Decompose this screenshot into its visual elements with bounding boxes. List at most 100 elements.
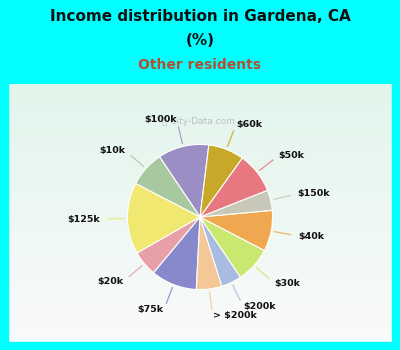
Bar bbox=[0, 105, 400, 108]
Bar bbox=[0, 209, 400, 212]
Bar bbox=[0, 260, 400, 262]
Bar bbox=[0, 342, 400, 345]
Text: $200k: $200k bbox=[243, 302, 276, 312]
Text: $125k: $125k bbox=[68, 215, 100, 224]
Bar bbox=[0, 329, 400, 331]
Bar bbox=[0, 132, 400, 134]
Bar bbox=[0, 230, 400, 233]
Bar bbox=[0, 217, 400, 220]
Bar bbox=[0, 345, 400, 347]
Bar bbox=[0, 246, 400, 249]
Bar bbox=[0, 331, 400, 334]
Text: $150k: $150k bbox=[297, 189, 330, 198]
Bar bbox=[0, 119, 400, 121]
Bar bbox=[0, 84, 8, 350]
Bar bbox=[0, 169, 400, 172]
Bar bbox=[0, 129, 400, 132]
Bar bbox=[0, 249, 400, 252]
Bar bbox=[0, 273, 400, 275]
Wedge shape bbox=[200, 190, 272, 217]
Text: Income distribution in Gardena, CA: Income distribution in Gardena, CA bbox=[50, 9, 350, 24]
Bar bbox=[0, 236, 400, 238]
Bar bbox=[0, 289, 400, 292]
Bar bbox=[0, 127, 400, 129]
Text: ⓘ City-Data.com: ⓘ City-Data.com bbox=[162, 117, 235, 126]
Text: $75k: $75k bbox=[138, 306, 164, 314]
Bar bbox=[0, 275, 400, 278]
Bar bbox=[0, 252, 400, 254]
Bar bbox=[0, 164, 400, 167]
Text: $100k: $100k bbox=[144, 116, 177, 125]
Text: $10k: $10k bbox=[100, 146, 126, 155]
Bar bbox=[0, 305, 400, 307]
Text: (%): (%) bbox=[186, 33, 214, 48]
Bar bbox=[0, 286, 400, 289]
Bar bbox=[0, 87, 400, 89]
Bar bbox=[0, 113, 400, 116]
Bar bbox=[0, 145, 400, 148]
Bar bbox=[0, 116, 400, 119]
Bar bbox=[0, 310, 400, 313]
Bar bbox=[0, 201, 400, 204]
Bar bbox=[0, 212, 400, 214]
Bar bbox=[0, 292, 400, 294]
Bar bbox=[0, 244, 400, 246]
Bar bbox=[0, 302, 400, 305]
Bar bbox=[0, 228, 400, 230]
Text: $50k: $50k bbox=[279, 151, 305, 160]
Bar bbox=[0, 321, 400, 323]
Bar bbox=[0, 206, 400, 209]
Bar bbox=[0, 297, 400, 300]
Bar bbox=[0, 180, 400, 182]
Bar bbox=[0, 334, 400, 337]
Bar bbox=[0, 193, 400, 196]
Bar bbox=[0, 111, 400, 113]
Text: $30k: $30k bbox=[274, 279, 300, 288]
Text: > $200k: > $200k bbox=[213, 312, 256, 321]
Bar bbox=[0, 161, 400, 164]
Bar bbox=[0, 198, 400, 201]
Bar bbox=[0, 97, 400, 100]
Bar bbox=[0, 190, 400, 193]
Bar bbox=[0, 108, 400, 111]
Bar bbox=[0, 92, 400, 94]
Bar bbox=[0, 153, 400, 156]
Text: $40k: $40k bbox=[298, 232, 324, 241]
Bar bbox=[0, 140, 400, 142]
Bar bbox=[0, 307, 400, 310]
Bar bbox=[0, 103, 400, 105]
Text: $60k: $60k bbox=[236, 120, 262, 128]
Bar bbox=[0, 281, 400, 284]
Text: Other residents: Other residents bbox=[138, 58, 262, 72]
Bar bbox=[0, 134, 400, 137]
Bar bbox=[0, 254, 400, 257]
Bar bbox=[0, 284, 400, 286]
Bar bbox=[0, 238, 400, 241]
Bar bbox=[0, 94, 400, 97]
Bar bbox=[0, 233, 400, 236]
Bar bbox=[0, 313, 400, 315]
Bar bbox=[0, 124, 400, 127]
Bar bbox=[0, 257, 400, 260]
Bar bbox=[0, 196, 400, 198]
Bar bbox=[0, 185, 400, 188]
Text: $20k: $20k bbox=[98, 277, 124, 286]
Bar bbox=[0, 294, 400, 297]
Bar bbox=[0, 100, 400, 103]
Bar bbox=[0, 225, 400, 228]
Bar bbox=[0, 142, 400, 145]
Wedge shape bbox=[200, 217, 240, 286]
Bar bbox=[0, 340, 400, 342]
Bar bbox=[0, 267, 400, 270]
Wedge shape bbox=[200, 158, 268, 217]
Wedge shape bbox=[137, 217, 200, 273]
Wedge shape bbox=[128, 183, 200, 253]
Bar bbox=[0, 241, 400, 244]
Bar bbox=[0, 188, 400, 190]
Bar bbox=[0, 89, 400, 92]
Bar bbox=[0, 156, 400, 159]
Bar bbox=[0, 323, 400, 326]
Bar bbox=[0, 326, 400, 329]
Wedge shape bbox=[200, 217, 264, 277]
Bar bbox=[0, 204, 400, 206]
